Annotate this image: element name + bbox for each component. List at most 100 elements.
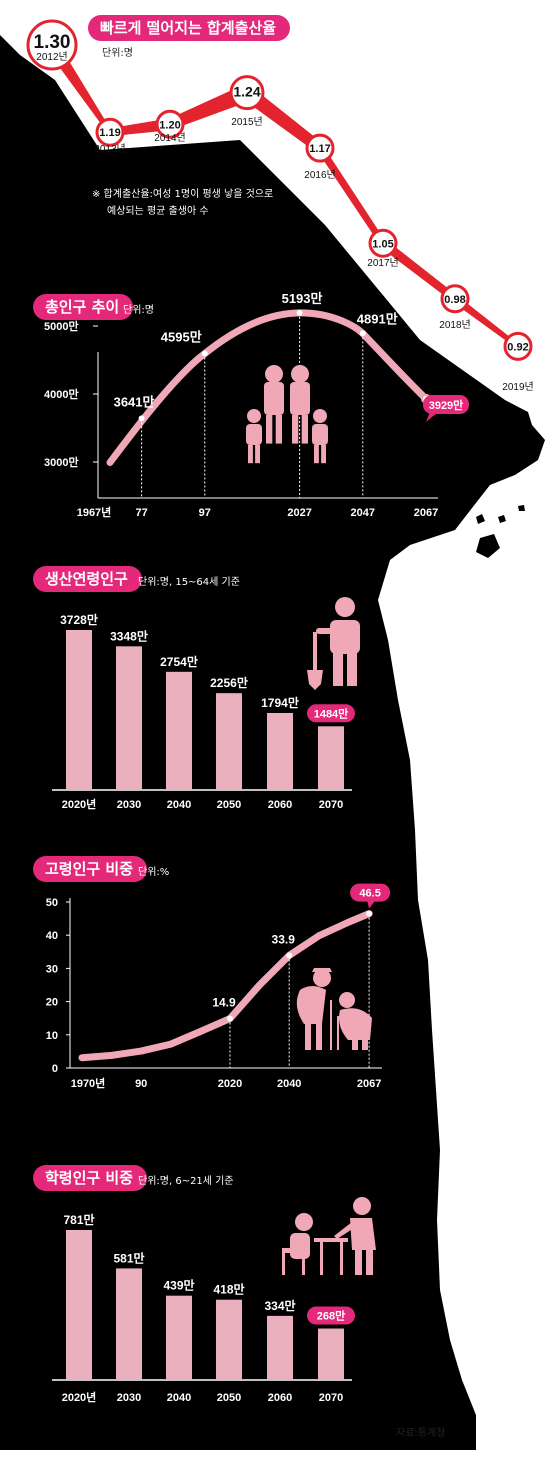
elder-value-label: 14.9 (212, 996, 236, 1010)
pop-y-tick-label: 4000만 (44, 387, 79, 401)
elder-point (366, 910, 373, 917)
work-bar (267, 713, 293, 790)
person-leg (301, 415, 308, 444)
tfr-year-label: 2016년 (304, 169, 335, 181)
person-head (247, 409, 261, 423)
school-x-tick-label: 2040 (167, 1392, 191, 1404)
person-leg (292, 415, 299, 444)
tfr-unit: 단위:명 (102, 48, 133, 59)
elderly-share-chart: 0 10 20 30 40 50 1970년 90 2020 2040 2067 14.9 33.9 46… (46, 883, 391, 1090)
tfr-value-label: 1.17 (309, 143, 330, 155)
tfr-point-marker (155, 109, 185, 139)
school-unit: 단위:명, 6~21세 기준 (138, 1176, 234, 1187)
person-head (313, 409, 327, 423)
pop-x-tick-label: 77 (135, 507, 147, 519)
elder-highlight-label: 46.5 (359, 888, 380, 900)
tfr-title: 빠르게 떨어지는 합계출산율 (88, 15, 291, 41)
tfr-year-label: 2018년 (439, 319, 470, 331)
work-bar (166, 671, 192, 790)
tfr-year-label: 2015년 (231, 116, 262, 128)
school-x-tick-label: 2060 (268, 1392, 292, 1404)
tfr-value-label: 1.05 (372, 238, 393, 250)
pop-highlight-badge (423, 395, 469, 414)
person-head (339, 992, 355, 1008)
pop-value-label: 4891만 (357, 311, 398, 326)
work-x-tick-label: 2070 (319, 799, 343, 811)
person-leg (255, 445, 260, 464)
person-leg (362, 1036, 368, 1050)
tfr-year-label: 2017년 (367, 257, 398, 269)
pop-point (201, 350, 208, 357)
pop-x-tick-label: 97 (199, 507, 211, 519)
tfr-point-marker (440, 284, 470, 314)
elderly-couple-icon (296, 968, 372, 1050)
worker-with-shovel-icon (307, 597, 360, 690)
work-highlight-label: 1484만 (314, 706, 349, 720)
tfr-note-line2: 예상되는 평균 출생아 수 (107, 206, 209, 217)
person-leg (266, 415, 273, 444)
hat (312, 968, 332, 972)
elder-y-tick-label: 20 (46, 997, 58, 1009)
pop-x-tick-label: 2027 (287, 507, 311, 519)
school-x-tick-label: 2050 (217, 1392, 241, 1404)
population-chart: 3000만 4000만 5000만 1967년 77 3641만 97 4595만 2027 51… (44, 291, 469, 519)
elder-x-tick-label: 1970년 (71, 1076, 106, 1090)
rock-fragment (476, 514, 485, 524)
pop-value-label: 4595만 (161, 330, 202, 345)
elder-title: 고령인구 비중 (33, 856, 148, 882)
elder-y-tick-label: 10 (46, 1030, 58, 1042)
pop-title: 총인구 추이 (33, 294, 134, 320)
tfr-point-marker (95, 117, 125, 147)
pop-y-tick-label: 3000만 (44, 455, 79, 469)
elder-y-tick-label: 30 (46, 963, 58, 975)
work-value-label: 1794만 (261, 695, 299, 710)
chair-leg (302, 1253, 305, 1275)
tfr-year-label: 2014년 (154, 132, 185, 144)
work-title: 생산연령인구 (33, 566, 142, 592)
pop-point (359, 330, 366, 337)
person-head (295, 1213, 313, 1231)
elder-point (286, 952, 293, 959)
school-title: 학령인구 비중 (33, 1165, 148, 1191)
working-age-chart: 2020년 3728만 2030 3348만 2040 2754만 2050 2256만 206… (60, 597, 360, 811)
pop-point (296, 309, 303, 316)
pop-x-tick-label: 1967년 (77, 505, 112, 519)
tfr-value-label: 1.24 (233, 84, 260, 100)
school-bar (216, 1299, 242, 1380)
tfr-value-label: 1.30 (34, 32, 71, 53)
school-value-label: 334만 (264, 1298, 295, 1313)
work-bar (318, 726, 344, 790)
tfr-note-line1: ※ 합계출산율:여성 1명이 평생 낳을 것으로 (92, 189, 274, 200)
person-body (312, 424, 328, 445)
pop-unit: 단위:명 (123, 305, 154, 316)
school-age-chart: 2020년 781만 2030 581만 2040 439만 2050 418만 2060 334… (63, 1197, 376, 1404)
person-head (313, 969, 331, 987)
elder-x-tick-label: 2040 (277, 1078, 301, 1090)
work-value-label: 3728만 (60, 612, 98, 627)
person-leg (352, 1036, 358, 1050)
person-leg (305, 1020, 311, 1050)
person-head (353, 1197, 371, 1215)
person-head (265, 365, 283, 383)
elder-y-tick-label: 50 (46, 897, 58, 909)
elder-unit: 단위:% (138, 867, 170, 878)
person-leg (314, 445, 319, 464)
work-highlight-badge (307, 704, 355, 723)
work-x-tick-label: 2050 (217, 799, 241, 811)
pop-point (138, 415, 145, 422)
elder-y-tick-label: 40 (46, 930, 58, 942)
work-x-tick-label: 2020년 (62, 797, 97, 811)
tfr-point-marker (368, 228, 398, 258)
chair-seat (282, 1248, 306, 1253)
school-value-label: 781만 (63, 1212, 94, 1227)
person-leg (366, 1248, 373, 1275)
person-body (246, 424, 262, 445)
elder-highlight-badge (350, 883, 391, 902)
shovel-blade (307, 670, 323, 690)
pop-value-label: 5193만 (282, 291, 323, 306)
person-arm (334, 1222, 354, 1239)
cane (330, 1000, 332, 1050)
tfr-value-label: 0.98 (444, 294, 465, 306)
school-highlight-badge (307, 1306, 355, 1325)
rock-fragment (476, 534, 500, 558)
